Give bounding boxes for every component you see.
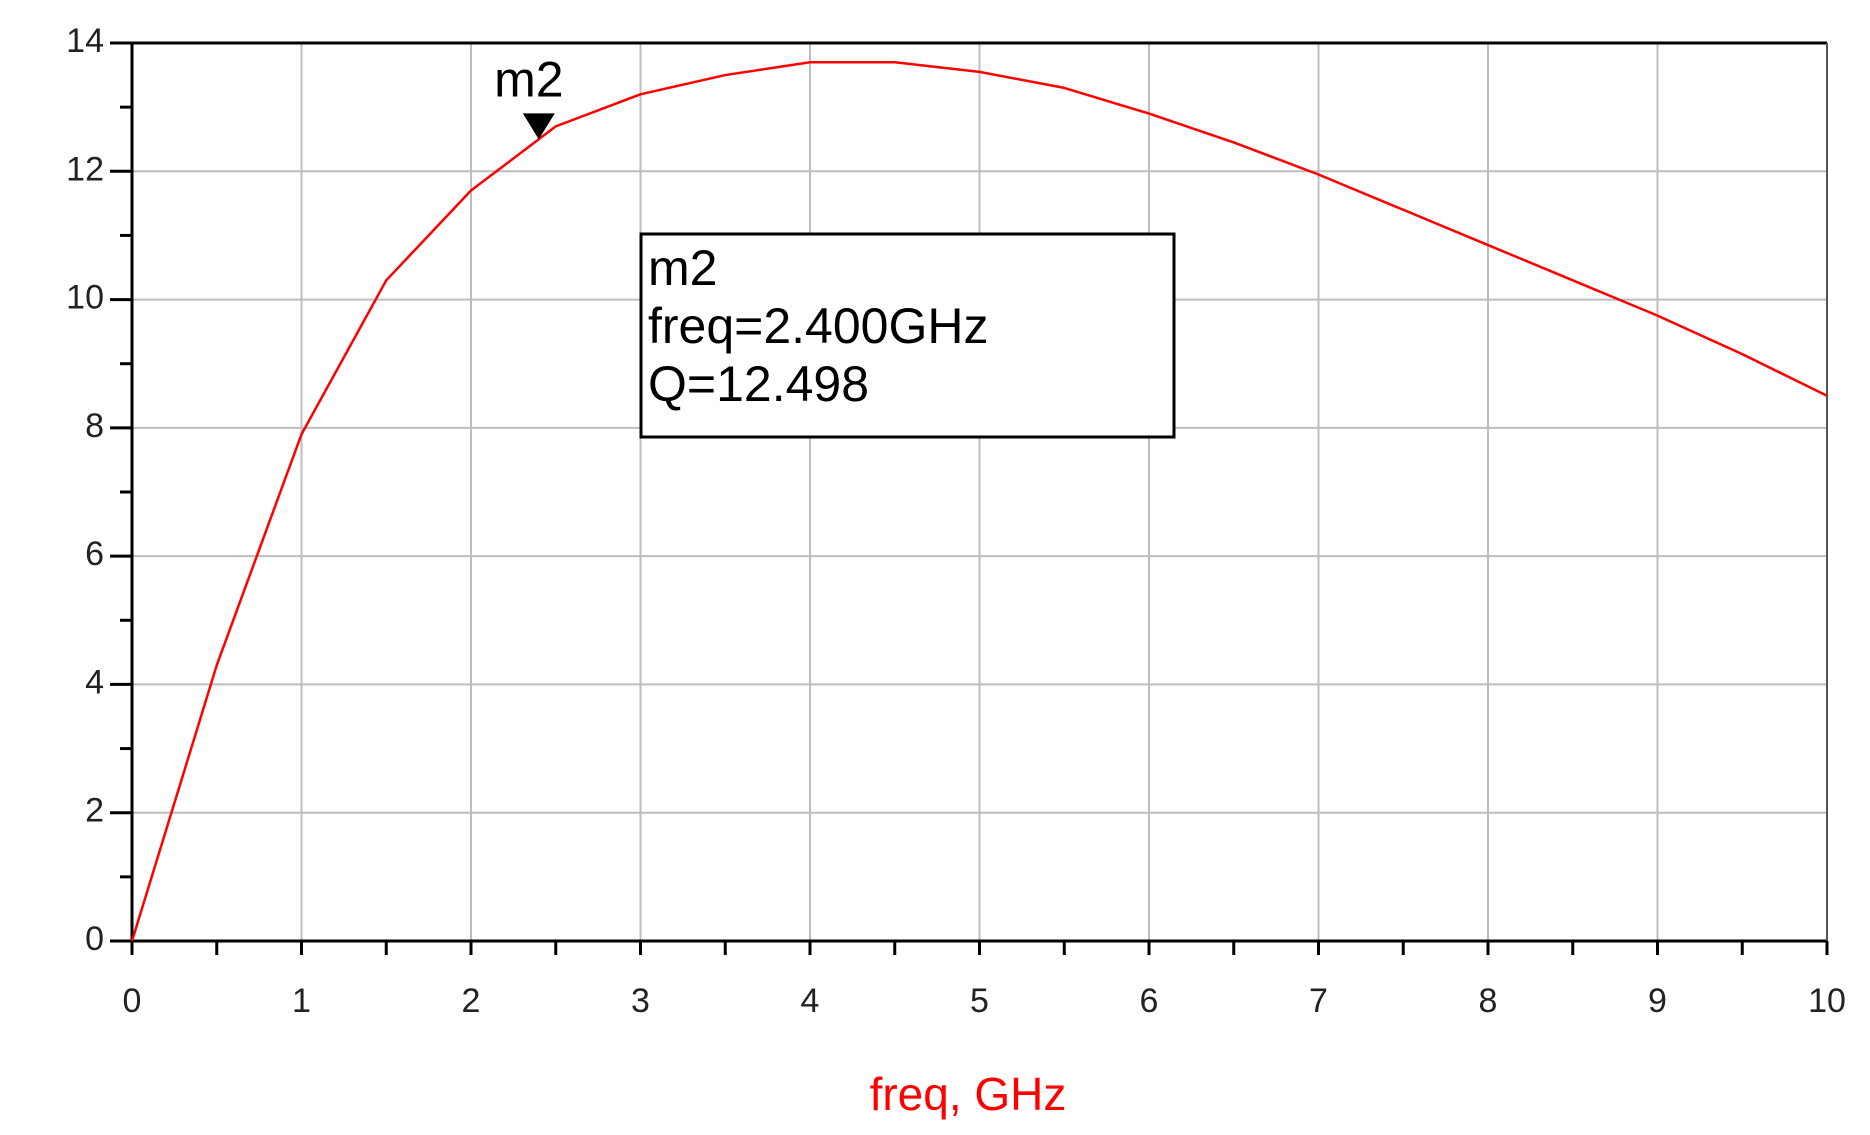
x-axis-label: freq, GHz [870, 1068, 1067, 1120]
y-tick-label: 10 [66, 279, 104, 317]
x-tick-label: 0 [123, 982, 142, 1020]
x-tick-label: 9 [1648, 982, 1667, 1020]
marker [522, 113, 555, 140]
y-tick-label: 0 [85, 920, 104, 958]
x-tick-label: 6 [1140, 982, 1159, 1020]
y-tick-label: 4 [85, 663, 104, 701]
y-tick-label: 2 [85, 792, 104, 830]
x-tick-label: 4 [801, 982, 820, 1020]
x-tick-label: 10 [1808, 982, 1846, 1020]
annotation-box [639, 232, 1176, 439]
x-tick-label: 3 [631, 982, 650, 1020]
y-tick-label: 8 [85, 407, 104, 445]
x-tick-label: 8 [1479, 982, 1498, 1020]
annotation-line: freq=2.400GHz [648, 298, 988, 354]
y-tick-label: 6 [85, 535, 104, 573]
marker-label: m2 [494, 52, 563, 108]
x-tick-label: 5 [970, 982, 989, 1020]
x-tick-label: 7 [1309, 982, 1328, 1020]
y-tick-label: 14 [66, 22, 104, 60]
annotation-line: Q=12.498 [648, 356, 869, 412]
x-tick-label: 1 [292, 982, 311, 1020]
y-tick-label: 12 [66, 150, 104, 188]
annotation-line: m2 [648, 240, 717, 296]
series-line [130, 60, 1828, 942]
x-tick-label: 2 [462, 982, 481, 1020]
